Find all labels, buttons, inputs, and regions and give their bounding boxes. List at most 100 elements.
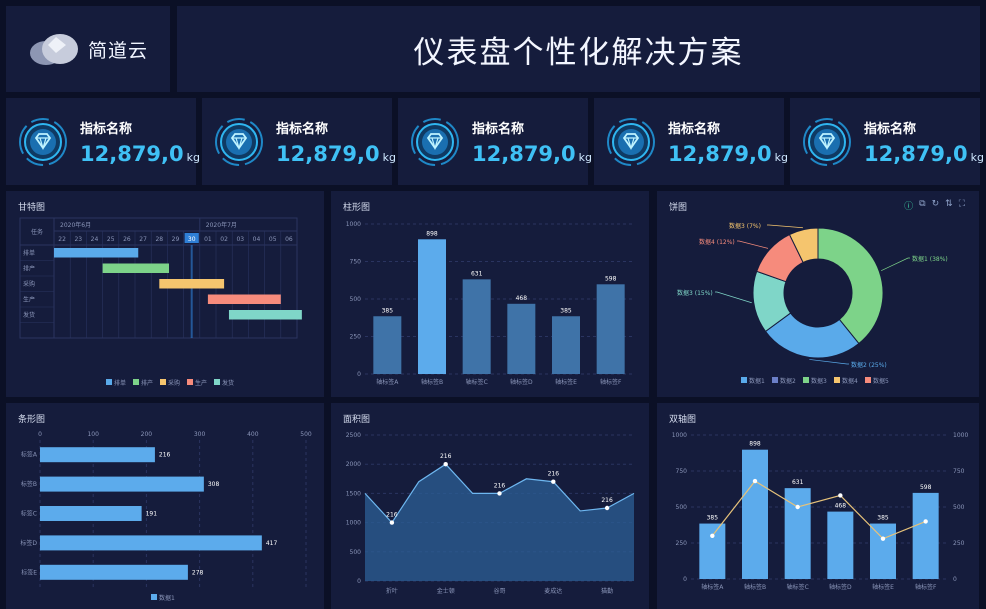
column-panel: 柱形图 0 250 500 750 1000 385 轴标签A 898 轴标签B 631 轴标签C 4…: [331, 191, 649, 397]
gantt-legend-label: 排产: [141, 379, 153, 387]
area-point: [389, 520, 395, 525]
area-panel: 面积图 0 500 1000 1500 2000 2500 216 216 216 216 216 折…: [331, 403, 649, 609]
dual-line-point: [710, 533, 715, 538]
kpi-value: 12,879,0: [80, 141, 184, 166]
hbar-bar: [40, 447, 155, 463]
gantt-row-label: 生产: [23, 296, 35, 304]
kpi-value: 12,879,0: [276, 141, 380, 166]
pie-legend-label: 数据1: [749, 377, 765, 385]
gantt-day-label: 29: [172, 236, 180, 243]
pie-slice-label: 数据1 (38%): [912, 255, 948, 263]
dual-xtick-label: 轴标签D: [829, 583, 852, 591]
column-value-label: 598: [605, 275, 617, 282]
gantt-legend-label: 发货: [222, 379, 234, 387]
kpi-value: 12,879,0: [472, 141, 576, 166]
gantt-day-label: 26: [123, 236, 131, 243]
dual-value-label: 468: [835, 503, 847, 510]
fullscreen-icon[interactable]: ⛶: [958, 199, 965, 209]
dual-ytick-label: 750: [676, 468, 688, 475]
dual-panel: 双轴图 0 250 500 750 1000 0 250 500 750 1000 385 轴标签A 8…: [657, 403, 979, 609]
dual-axis-chart: 0 250 500 750 1000 0 250 500 750 1000 385 轴标签A 898 轴标…: [672, 432, 969, 591]
area-value-label: 216: [601, 497, 613, 504]
dual-y2tick-label: 750: [953, 468, 965, 475]
dual-xtick-label: 轴标签C: [787, 583, 809, 591]
gantt-frame: [19, 217, 298, 339]
gantt-day-label: 28: [155, 236, 163, 243]
area-value-label: 216: [548, 471, 560, 478]
gantt-day-label: 22: [58, 236, 66, 243]
dual-xtick-label: 轴标签A: [701, 583, 724, 591]
gantt-legend-label: 生产: [195, 379, 207, 387]
area-ytick-label: 0: [357, 578, 361, 585]
refresh-icon[interactable]: ↻: [931, 199, 940, 209]
gantt-task-bar: [102, 263, 170, 273]
pie-title: 饼图: [669, 203, 688, 213]
dual-bar: [912, 492, 939, 579]
pie-slice: [788, 227, 819, 264]
gantt-legend-swatch: [106, 379, 112, 385]
dual-y2tick-label: 1000: [953, 432, 968, 439]
column-value-label: 385: [560, 307, 572, 314]
gantt-task-bar: [159, 279, 225, 289]
column-xtick-label: 轴标签A: [376, 378, 399, 386]
dual-ytick-label: 500: [676, 504, 688, 511]
gantt-day-label: 25: [107, 236, 115, 243]
kpi-unit: kg: [970, 150, 984, 164]
pie-slice-label: 数据2 (25%): [851, 361, 887, 369]
area-point: [497, 491, 502, 496]
info-icon[interactable]: ⓘ: [904, 202, 914, 212]
hbar-title: 条形图: [18, 415, 46, 425]
gantt-day-label: 24: [91, 236, 99, 243]
gantt-today-line: [190, 245, 193, 338]
area-xtick-label: 麦成达: [544, 587, 562, 595]
hbar-legend-label: 数据1: [159, 594, 175, 602]
pie-slice: [817, 227, 884, 345]
column-title: 柱形图: [343, 203, 371, 213]
pie-slice-label: 数据3 (15%): [677, 289, 713, 297]
column-chart: 0 250 500 750 1000 385 轴标签A 898 轴标签B 631 轴标签C 468 轴标…: [346, 221, 633, 386]
column-xtick-label: 轴标签B: [421, 378, 443, 386]
hbar-bar: [40, 564, 188, 580]
pie-legend-swatch: [741, 377, 747, 383]
gantt-day-label: 02: [220, 236, 228, 243]
gantt-day-label: 04: [253, 236, 261, 243]
gantt-month-label: 2020年7月: [206, 221, 237, 229]
gantt-legend-swatch: [187, 379, 193, 385]
dual-ytick-label: 1000: [672, 432, 687, 439]
hbar-xtick-label: 400: [247, 431, 259, 438]
dual-value-label: 385: [877, 515, 889, 522]
pie-leader-line: [809, 359, 849, 365]
export-icon[interactable]: ⧉: [919, 199, 926, 209]
area-value-label: 216: [440, 453, 452, 460]
hbar-chart: 0 100 200 300 400 500 216 标签A 308 标签B 191 标签C 417 标签D…: [20, 431, 312, 602]
dual-bar: [870, 523, 896, 579]
hbar-value-label: 417: [266, 540, 278, 547]
diamond-icon: [607, 117, 655, 166]
area-xtick-label: 猫勤: [601, 587, 613, 595]
column-value-label: 385: [382, 307, 394, 314]
gantt-task-bar: [54, 248, 139, 258]
gantt-header-label: 任务: [31, 228, 43, 236]
diamond-icon: [19, 117, 67, 166]
cloud-logo-icon: [30, 34, 78, 65]
dual-value-label: 598: [920, 484, 932, 491]
sort-icon[interactable]: ⇅: [945, 199, 953, 209]
area-ytick-label: 1000: [346, 520, 361, 527]
gantt-row-label: 排单: [23, 249, 35, 257]
brand-panel: 简道云: [6, 6, 170, 92]
area-xtick-label: 金士顿: [437, 587, 455, 595]
hbar-bar: [40, 535, 262, 551]
area-ytick-label: 1500: [346, 490, 361, 497]
column-value-label: 468: [516, 295, 528, 302]
dual-value-label: 385: [707, 515, 719, 522]
pie-leader-line: [737, 240, 769, 249]
dual-y2tick-label: 250: [953, 540, 965, 547]
pie-chart: 数据1 (38%) 数据2 (25%) 数据3 (15%) 数据4 (12%) 数据3 …: [677, 222, 948, 385]
header: 仪表盘个性化解决方案: [177, 6, 980, 92]
hbar-ytick-label: 标签C: [21, 510, 37, 518]
dual-bar: [827, 511, 854, 579]
pie-panel: 饼图 ⓘ ⧉ ↻ ⇅ ⛶ 数据1 (38%) 数据2 (25%) 数据3 (15%)…: [657, 191, 979, 397]
hbar-value-label: 308: [208, 481, 220, 488]
column-ytick-label: 1000: [346, 221, 361, 228]
hbar-xtick-label: 100: [87, 431, 99, 438]
